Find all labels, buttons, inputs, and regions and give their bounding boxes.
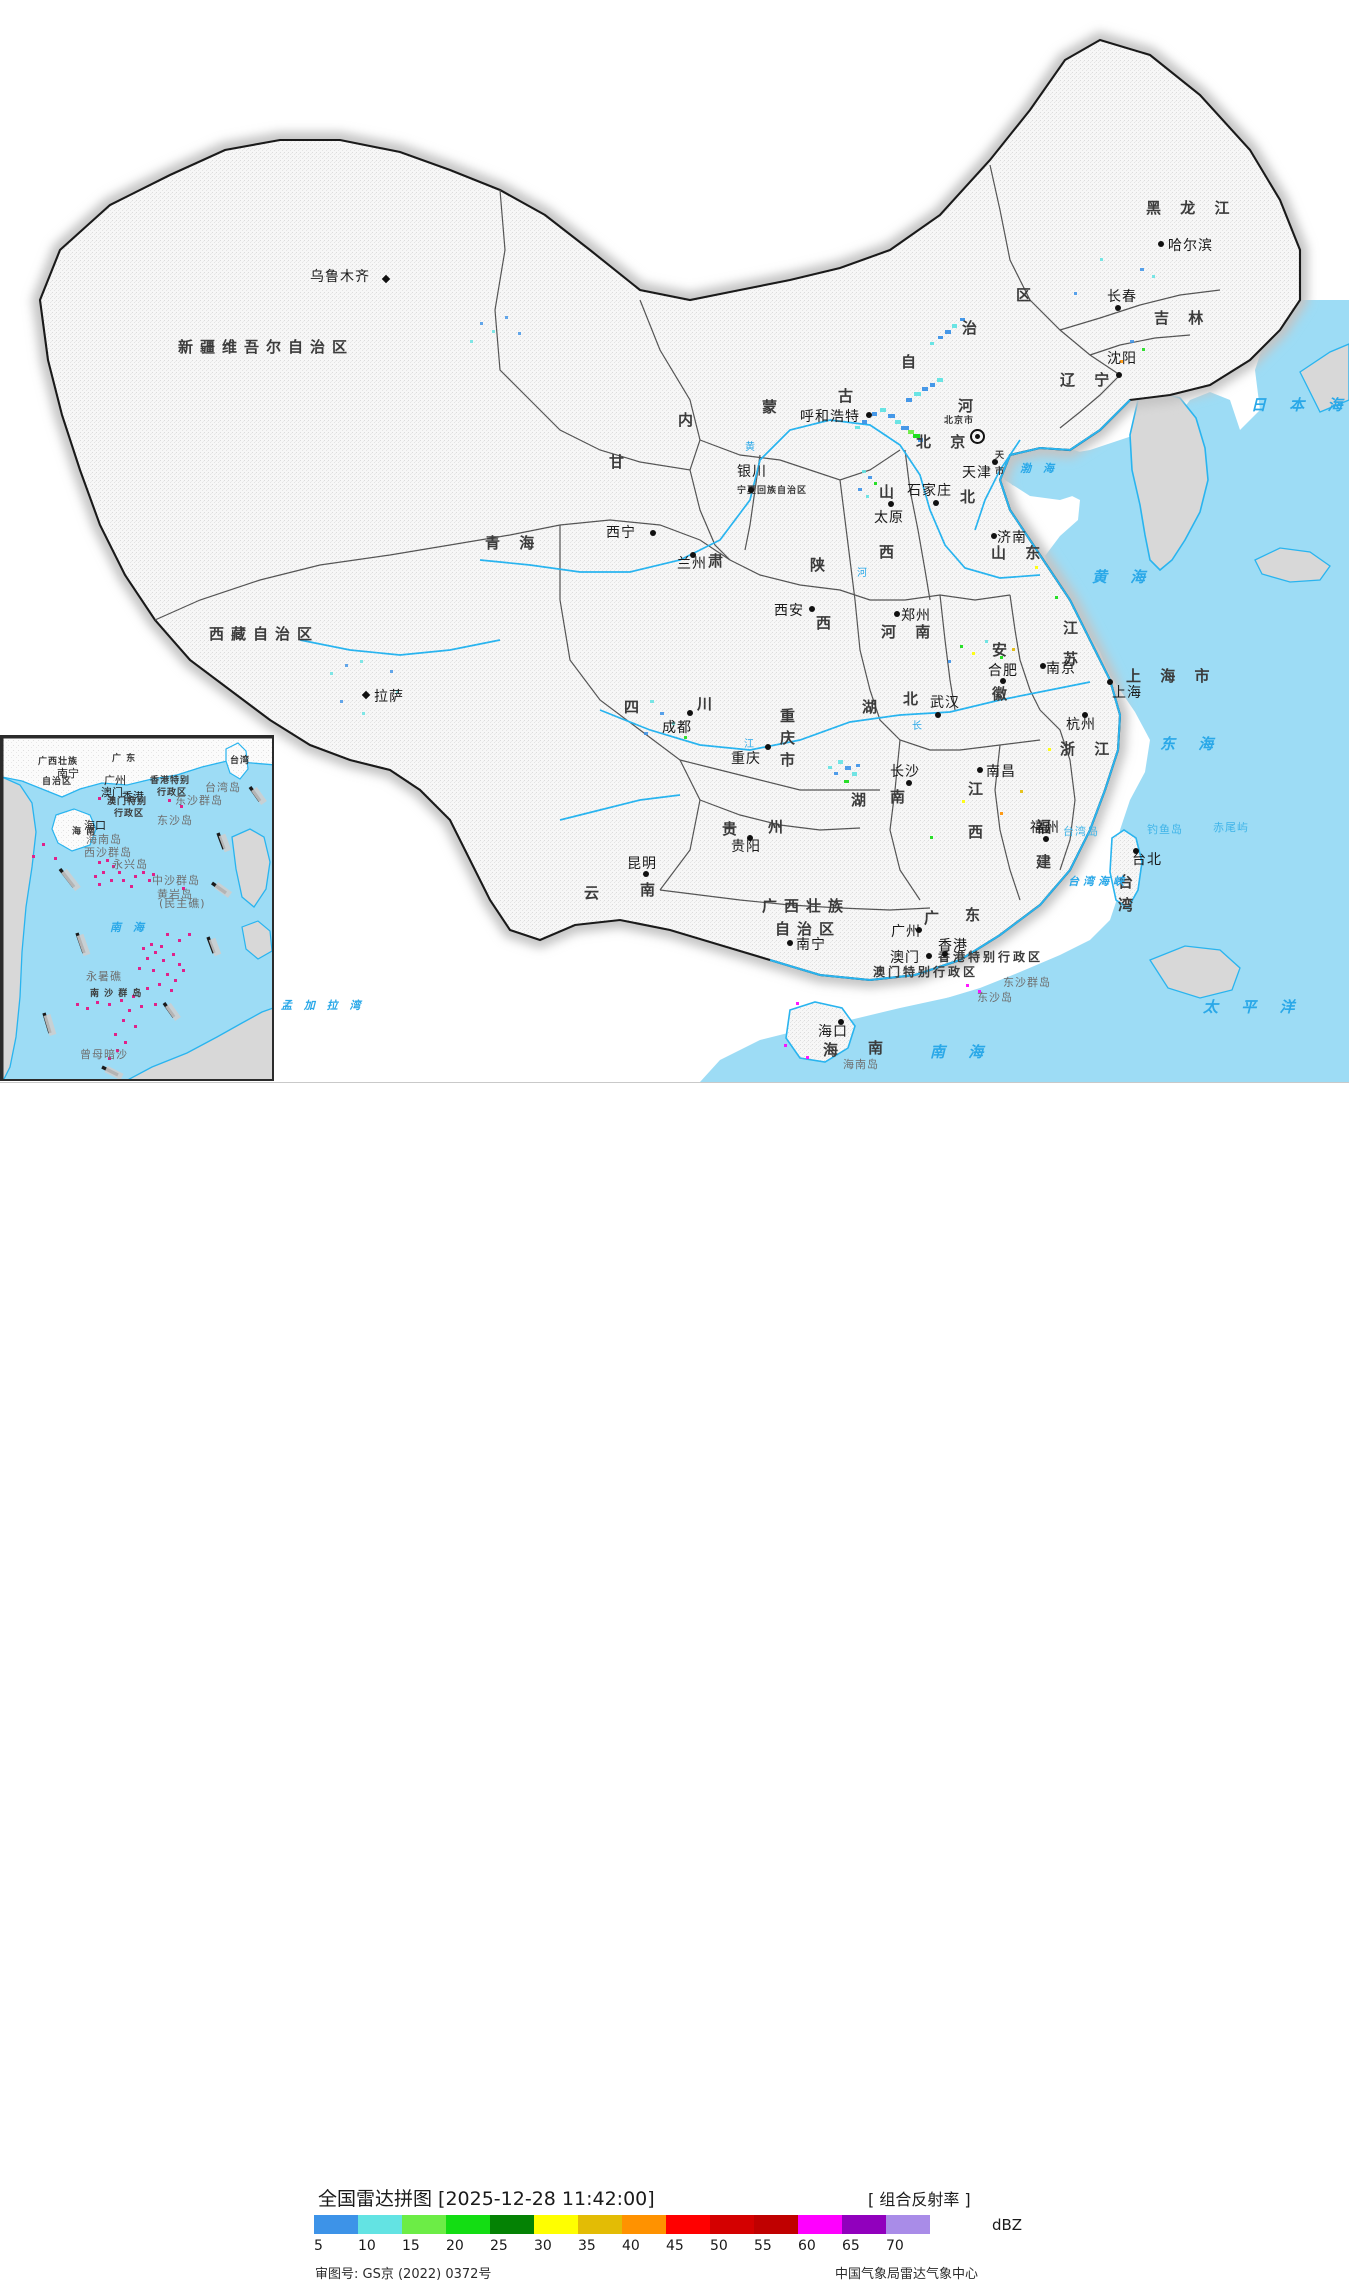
- city-marker-28: [916, 927, 922, 933]
- colorbar-swatch-0: [314, 2215, 358, 2234]
- city-marker-18: [1082, 712, 1088, 718]
- city-marker-14: [809, 606, 815, 612]
- agency-credit: 中国气象局雷达气象中心: [835, 2267, 979, 2282]
- city-marker-4: [748, 487, 754, 493]
- city-marker-6: [1158, 241, 1164, 247]
- colorbar-tick-1: 10: [358, 2238, 376, 2254]
- city-marker-30: [926, 953, 932, 959]
- colorbar-swatch-3: [446, 2215, 490, 2234]
- colorbar-swatch-2: [402, 2215, 446, 2234]
- colorbar-swatch-9: [710, 2215, 754, 2234]
- city-marker-5: [866, 412, 872, 418]
- inset-borneo: [128, 1007, 272, 1079]
- colorbar-tick-7: 40: [622, 2238, 640, 2254]
- city-marker-12: [991, 533, 997, 539]
- legend-title: 全国雷达拼图 [2025-12-28 11:42:00]: [318, 2188, 655, 2210]
- city-marker-3: [690, 552, 696, 558]
- inset-indochina: [2, 776, 37, 1079]
- japan-landmass: [1299, 343, 1349, 413]
- city-marker-27: [787, 940, 793, 946]
- colorbar-swatch-11: [798, 2215, 842, 2234]
- city-marker-20: [765, 744, 771, 750]
- colorbar-tick-11: 60: [798, 2238, 816, 2254]
- colorbar-swatch-10: [754, 2215, 798, 2234]
- radar-echo-layer: [330, 258, 1155, 1059]
- inset-canvas: [2, 737, 272, 1079]
- city-marker-24: [1043, 836, 1049, 842]
- map-panel[interactable]: 新疆维吾尔自治区 西藏自治区青 海甘肃宁夏回族自治区内蒙古自治区黑 龙 江吉 林辽…: [0, 0, 1349, 1082]
- inset-hainan: [51, 808, 97, 852]
- inset-taiwan: [225, 742, 249, 780]
- colorbar-swatch-7: [622, 2215, 666, 2234]
- city-marker-26: [643, 871, 649, 877]
- colorbar-tick-3: 20: [446, 2238, 464, 2254]
- colorbar-swatch-1: [358, 2215, 402, 2234]
- legend-product-label: [ 组合反射率 ]: [868, 2190, 971, 2209]
- colorbar-swatch-5: [534, 2215, 578, 2234]
- city-marker-10: [888, 501, 894, 507]
- city-marker-17: [1107, 679, 1113, 685]
- colorbar-swatch-4: [490, 2215, 534, 2234]
- ocean-east: [780, 300, 1349, 1082]
- ryukyu-landmass: [1254, 547, 1331, 583]
- city-marker-29: [942, 951, 948, 957]
- city-marker-22: [906, 780, 912, 786]
- inset-philippines: [231, 828, 271, 908]
- korea-landmass: [1129, 391, 1209, 572]
- south-china-sea-inset[interactable]: 广西壮族 自治区广 东台湾 南宁 广州 澳门 香港 香港特别 行政区 澳门特别 行政区 台湾岛 东沙群…: [0, 735, 274, 1081]
- city-marker-15: [1000, 678, 1006, 684]
- city-marker-25: [747, 835, 753, 841]
- city-marker-13: [894, 611, 900, 617]
- colorbar-tick-10: 55: [754, 2238, 772, 2254]
- city-marker-2: [650, 530, 656, 536]
- colorbar-swatch-13: [886, 2215, 930, 2234]
- city-marker-19: [687, 710, 693, 716]
- colorbar-tick-0: 5: [314, 2238, 323, 2254]
- inset-radar-echoes: [32, 797, 191, 1060]
- colorbar-tick-12: 65: [842, 2238, 860, 2254]
- city-marker-23: [977, 767, 983, 773]
- colorbar-tick-4: 25: [490, 2238, 508, 2254]
- city-marker-16: [1040, 663, 1046, 669]
- city-marker-9: [933, 500, 939, 506]
- city-marker-31: [1133, 848, 1139, 854]
- colorbar-tick-6: 35: [578, 2238, 596, 2254]
- colorbar-tick-8: 45: [666, 2238, 684, 2254]
- nine-dash-halo: [43, 786, 267, 1079]
- capital-marker-beijing: [970, 429, 985, 444]
- city-marker-7: [1115, 305, 1121, 311]
- hainan-island: [785, 1001, 856, 1063]
- city-marker-21: [935, 712, 941, 718]
- philippines-landmass: [1149, 945, 1241, 999]
- dbz-unit-label: dBZ: [992, 2216, 1023, 2234]
- city-marker-8: [1116, 372, 1122, 378]
- colorbar-tick-5: 30: [534, 2238, 552, 2254]
- colorbar-swatch-12: [842, 2215, 886, 2234]
- colorbar-swatch-8: [666, 2215, 710, 2234]
- map-approval-number: 审图号: GS京 (2022) 0372号: [315, 2267, 492, 2282]
- coastline-layer: [769, 399, 1131, 982]
- city-marker-11: [992, 459, 998, 465]
- inset-mainland: [2, 737, 272, 798]
- legend-panel: 全国雷达拼图 [2025-12-28 11:42:00] [ 组合反射率 ] 5…: [0, 1082, 1349, 2282]
- colorbar-tick-13: 70: [886, 2238, 904, 2254]
- colorbar-swatch-6: [578, 2215, 622, 2234]
- colorbar-tick-2: 15: [402, 2238, 420, 2254]
- city-marker-32: [838, 1019, 844, 1025]
- colorbar-tick-9: 50: [710, 2238, 728, 2254]
- inset-philippines-south: [241, 920, 272, 960]
- dbz-colorbar: [314, 2215, 930, 2234]
